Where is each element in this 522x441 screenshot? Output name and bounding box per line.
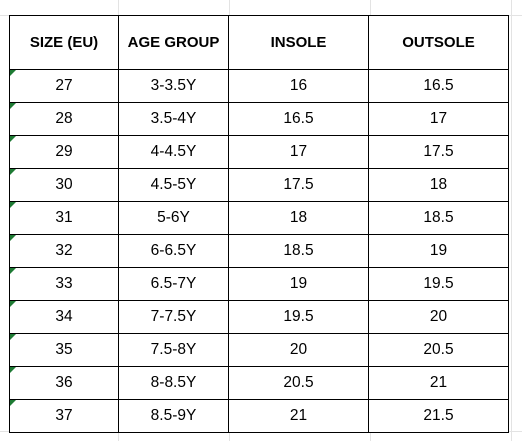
size-value: 29 bbox=[55, 143, 73, 160]
outsole-cell[interactable]: 16.5 bbox=[368, 69, 509, 103]
size-cell[interactable]: 30 bbox=[9, 168, 119, 202]
size-value: 35 bbox=[55, 341, 73, 358]
table-row: 37 8.5-9Y 21 21.5 bbox=[9, 399, 509, 433]
size-cell[interactable]: 27 bbox=[9, 69, 119, 103]
size-cell[interactable]: 37 bbox=[9, 399, 119, 433]
size-cell[interactable]: 32 bbox=[9, 234, 119, 268]
outsole-cell[interactable]: 18 bbox=[368, 168, 509, 202]
age-cell[interactable]: 6-6.5Y bbox=[118, 234, 229, 268]
table-row: 31 5-6Y 18 18.5 bbox=[9, 201, 509, 235]
table-row: 32 6-6.5Y 18.5 19 bbox=[9, 234, 509, 268]
age-cell[interactable]: 4.5-5Y bbox=[118, 168, 229, 202]
age-cell[interactable]: 7.5-8Y bbox=[118, 333, 229, 367]
age-cell[interactable]: 3-3.5Y bbox=[118, 69, 229, 103]
size-value: 36 bbox=[55, 374, 73, 391]
outsole-cell[interactable]: 20.5 bbox=[368, 333, 509, 367]
header-outsole-cell[interactable]: OUTSOLE bbox=[368, 15, 509, 70]
header-row: SIZE (EU) AGE GROUP INSOLE OUTSOLE bbox=[9, 15, 509, 70]
gridline bbox=[511, 0, 512, 441]
table-row: 35 7.5-8Y 20 20.5 bbox=[9, 333, 509, 367]
size-cell[interactable]: 33 bbox=[9, 267, 119, 301]
size-value: 27 bbox=[55, 77, 73, 94]
insole-cell[interactable]: 19.5 bbox=[228, 300, 369, 334]
size-value: 33 bbox=[55, 275, 73, 292]
insole-cell[interactable]: 20.5 bbox=[228, 366, 369, 400]
text-number-flag-icon bbox=[10, 136, 16, 142]
outsole-cell[interactable]: 21.5 bbox=[368, 399, 509, 433]
outsole-cell[interactable]: 19.5 bbox=[368, 267, 509, 301]
size-cell[interactable]: 28 bbox=[9, 102, 119, 136]
header-size-cell[interactable]: SIZE (EU) bbox=[9, 15, 119, 70]
insole-cell[interactable]: 18.5 bbox=[228, 234, 369, 268]
text-number-flag-icon bbox=[10, 202, 16, 208]
insole-cell[interactable]: 16 bbox=[228, 69, 369, 103]
table-row: 34 7-7.5Y 19.5 20 bbox=[9, 300, 509, 334]
insole-cell[interactable]: 18 bbox=[228, 201, 369, 235]
size-value: 31 bbox=[55, 209, 73, 226]
table-row: 33 6.5-7Y 19 19.5 bbox=[9, 267, 509, 301]
outsole-cell[interactable]: 19 bbox=[368, 234, 509, 268]
text-number-flag-icon bbox=[10, 169, 16, 175]
size-value: 32 bbox=[55, 242, 73, 259]
text-number-flag-icon bbox=[10, 301, 16, 307]
table-row: 28 3.5-4Y 16.5 17 bbox=[9, 102, 509, 136]
size-cell[interactable]: 34 bbox=[9, 300, 119, 334]
age-cell[interactable]: 3.5-4Y bbox=[118, 102, 229, 136]
text-number-flag-icon bbox=[10, 334, 16, 340]
header-insole-cell[interactable]: INSOLE bbox=[228, 15, 369, 70]
outsole-cell[interactable]: 21 bbox=[368, 366, 509, 400]
age-cell[interactable]: 5-6Y bbox=[118, 201, 229, 235]
insole-cell[interactable]: 20 bbox=[228, 333, 369, 367]
table-row: 30 4.5-5Y 17.5 18 bbox=[9, 168, 509, 202]
size-value: 34 bbox=[55, 308, 73, 325]
size-value: 30 bbox=[55, 176, 73, 193]
table-row: 36 8-8.5Y 20.5 21 bbox=[9, 366, 509, 400]
size-cell[interactable]: 35 bbox=[9, 333, 119, 367]
insole-cell[interactable]: 21 bbox=[228, 399, 369, 433]
insole-cell[interactable]: 16.5 bbox=[228, 102, 369, 136]
age-cell[interactable]: 6.5-7Y bbox=[118, 267, 229, 301]
size-cell[interactable]: 31 bbox=[9, 201, 119, 235]
table-row: 27 3-3.5Y 16 16.5 bbox=[9, 69, 509, 103]
text-number-flag-icon bbox=[10, 268, 16, 274]
outsole-cell[interactable]: 20 bbox=[368, 300, 509, 334]
insole-cell[interactable]: 17.5 bbox=[228, 168, 369, 202]
size-cell[interactable]: 36 bbox=[9, 366, 119, 400]
insole-cell[interactable]: 19 bbox=[228, 267, 369, 301]
text-number-flag-icon bbox=[10, 400, 16, 406]
outsole-cell[interactable]: 18.5 bbox=[368, 201, 509, 235]
text-number-flag-icon bbox=[10, 235, 16, 241]
text-number-flag-icon bbox=[10, 367, 16, 373]
size-value: 28 bbox=[55, 110, 73, 127]
text-number-flag-icon bbox=[10, 70, 16, 76]
insole-cell[interactable]: 17 bbox=[228, 135, 369, 169]
size-cell[interactable]: 29 bbox=[9, 135, 119, 169]
size-value: 37 bbox=[55, 407, 73, 424]
outsole-cell[interactable]: 17.5 bbox=[368, 135, 509, 169]
size-chart-table: SIZE (EU) AGE GROUP INSOLE OUTSOLE 27 3-… bbox=[9, 15, 509, 433]
age-cell[interactable]: 7-7.5Y bbox=[118, 300, 229, 334]
text-number-flag-icon bbox=[10, 103, 16, 109]
header-age-cell[interactable]: AGE GROUP bbox=[118, 15, 229, 70]
outsole-cell[interactable]: 17 bbox=[368, 102, 509, 136]
age-cell[interactable]: 8.5-9Y bbox=[118, 399, 229, 433]
age-cell[interactable]: 4-4.5Y bbox=[118, 135, 229, 169]
age-cell[interactable]: 8-8.5Y bbox=[118, 366, 229, 400]
table-row: 29 4-4.5Y 17 17.5 bbox=[9, 135, 509, 169]
